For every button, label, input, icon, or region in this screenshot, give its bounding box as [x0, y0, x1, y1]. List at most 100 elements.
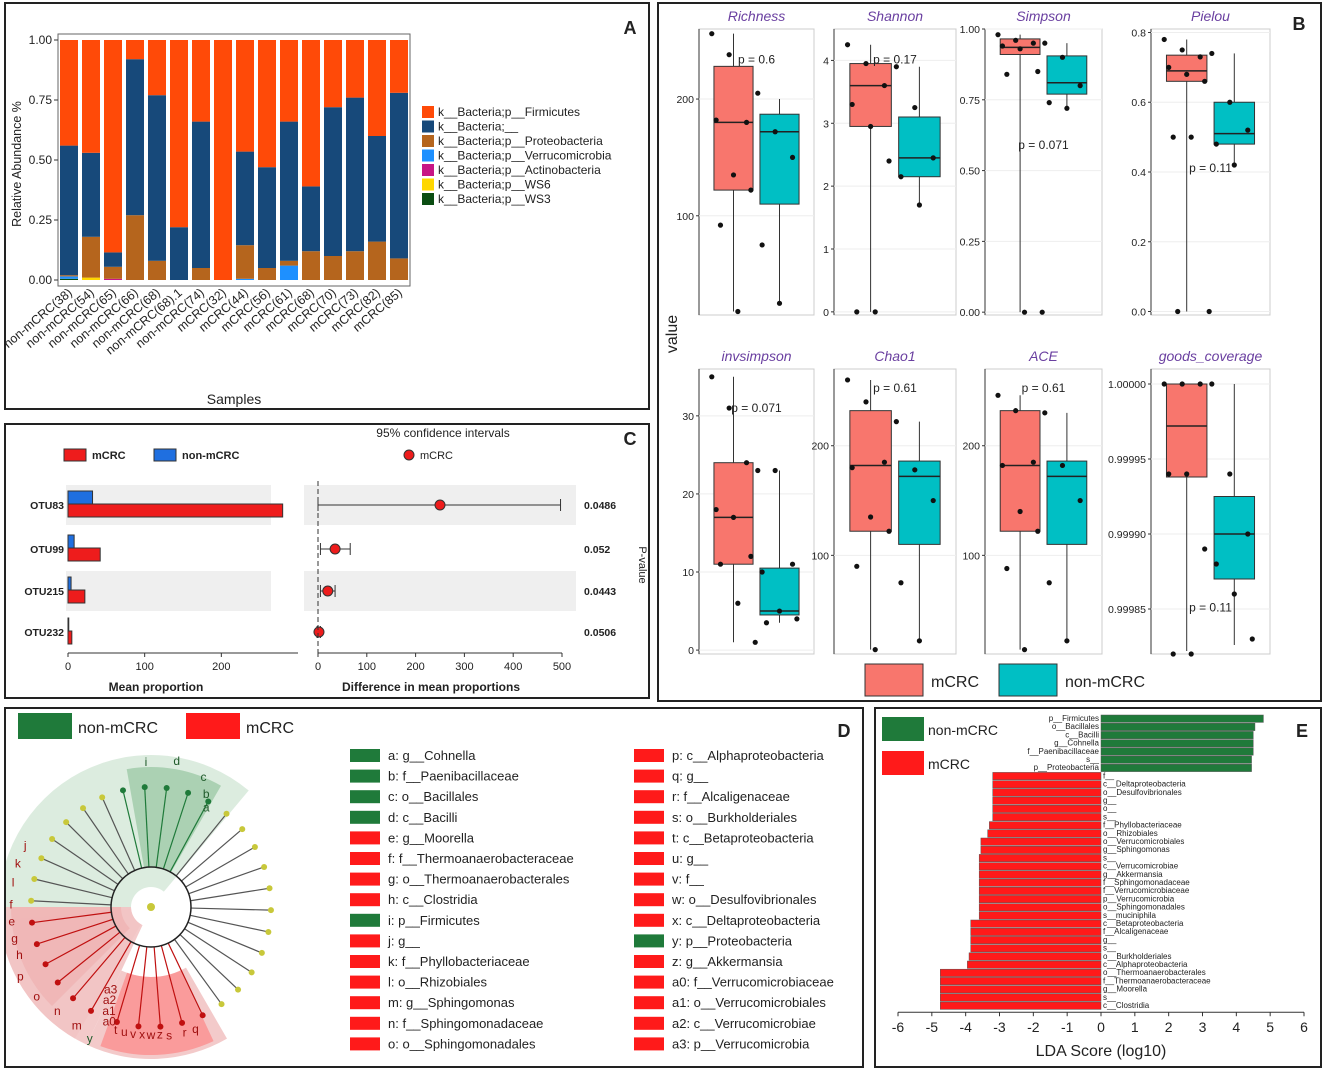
data-point	[893, 64, 899, 70]
data-point	[1064, 638, 1070, 644]
tree-branch	[31, 911, 112, 924]
tree-node	[218, 1001, 225, 1008]
clade-legend-label: t: c__Betaproteobacteria	[672, 830, 814, 845]
legend-label: k__Bacteria;p__Firmicutes	[438, 105, 580, 119]
x-tick-label: 4	[1232, 1019, 1240, 1035]
data-point	[1017, 46, 1023, 52]
tree-node	[80, 805, 87, 812]
facet-title: ACE	[1028, 348, 1058, 364]
bar-segment	[280, 260, 298, 266]
data-point	[1170, 651, 1176, 657]
bar-segment	[258, 268, 276, 280]
legend-swatch	[998, 663, 1058, 697]
lda-bar-label: f__Thermoanaerobacteraceae	[1103, 976, 1211, 985]
lda-bar-label: f__Verrucomicrobiaceae	[1103, 886, 1190, 895]
clade-letter: c	[200, 770, 206, 784]
data-point	[995, 32, 1001, 38]
clade-letter: f	[9, 898, 13, 912]
y-tick-label: 2	[823, 181, 829, 193]
tree-branch	[167, 942, 204, 1016]
panel-letter: D	[838, 721, 851, 741]
data-point	[743, 119, 750, 125]
legend-swatch	[634, 769, 664, 783]
data-point	[854, 309, 860, 315]
x-tick-label: 200	[406, 661, 424, 673]
bar-segment	[214, 40, 232, 280]
panel-letter: B	[1293, 14, 1306, 34]
lda-bar	[1100, 763, 1252, 772]
legend-swatch	[153, 448, 177, 462]
x-tick-label: 0	[1097, 1019, 1105, 1035]
data-point	[735, 308, 741, 315]
tree-node	[141, 784, 148, 791]
data-point	[748, 187, 754, 193]
tree-node	[70, 995, 77, 1002]
data-point	[1184, 71, 1190, 77]
legend-swatch	[634, 975, 664, 989]
row-label: OTU99	[30, 544, 64, 556]
tree-root	[147, 903, 155, 911]
clade-legend-label: p: c__Alphaproteobacteria	[672, 748, 825, 763]
x-tick-label: 200	[212, 661, 230, 673]
legend-swatch	[422, 106, 434, 118]
clade-legend-label: r: f__Alcaligenaceae	[672, 789, 790, 804]
data-point	[743, 460, 750, 466]
tree-branch	[190, 887, 270, 902]
lda-bar	[967, 960, 1102, 969]
data-point	[759, 569, 765, 575]
y-tick-label: 1.00	[960, 24, 981, 36]
y-tick-label: 30	[682, 411, 694, 423]
data-point	[709, 31, 715, 37]
bar-segment	[368, 136, 386, 242]
row-band	[66, 571, 271, 611]
facet-title: Richness	[728, 8, 786, 24]
panel-letter: C	[624, 429, 637, 449]
y-tick-label: 100	[962, 550, 980, 562]
data-point	[912, 467, 918, 473]
legend-swatch	[422, 178, 434, 191]
data-point	[1013, 408, 1019, 414]
bar-segment	[60, 145, 78, 276]
data-point	[872, 309, 878, 315]
y-tick-label: 0.99995	[1108, 454, 1146, 466]
tree-branch	[57, 931, 121, 983]
y-tick-label: 0.2	[1131, 237, 1146, 249]
lda-bar-label: s__	[1103, 993, 1116, 1002]
bar-segment	[126, 215, 144, 280]
panel-a: 0.00 0.25 0.50 0.75 1.00 non-mCRC(38) non-mCRC…	[4, 2, 650, 410]
ci-title: 95% confidence intervals	[376, 426, 509, 440]
lda-bar	[987, 829, 1102, 838]
data-point	[1213, 561, 1219, 567]
y-tick-label: 0.50	[960, 166, 981, 178]
legend-swatch	[634, 1016, 664, 1030]
clade-sector	[6, 755, 249, 920]
legend-swatch	[350, 790, 380, 804]
data-point	[789, 561, 796, 567]
bar-segment	[148, 40, 166, 96]
tree-node	[42, 961, 49, 968]
bar-segment	[170, 40, 188, 228]
clade-legend-label: m: g__Sphingomonas	[388, 995, 515, 1010]
p-value: p = 0.071	[1018, 138, 1069, 152]
y-tick-label: 0.0	[1131, 307, 1146, 319]
clade-letter: e	[8, 915, 15, 929]
y-tick-label: 0.00	[960, 307, 981, 319]
data-point	[1245, 531, 1251, 537]
bar-mcrc	[67, 589, 86, 604]
row-label: OTU232	[24, 627, 64, 639]
lda-bar-label: p__Firmicutes	[1049, 714, 1099, 723]
p-value: p = 0.61	[1022, 381, 1066, 395]
lda-bar	[980, 837, 1102, 846]
lda-bar-label: o__Rhizobiales	[1103, 829, 1158, 838]
data-point	[868, 123, 874, 130]
bar-segment	[280, 40, 298, 122]
bar-segment	[368, 40, 386, 136]
bar-segment	[236, 40, 254, 152]
tree-branch	[122, 790, 143, 869]
clade-legend-label: u: g__	[672, 851, 709, 866]
tree-branch	[155, 787, 168, 868]
bar-segment	[236, 278, 254, 280]
data-point	[1197, 54, 1203, 60]
bar-segment	[192, 268, 210, 280]
box	[759, 567, 800, 616]
